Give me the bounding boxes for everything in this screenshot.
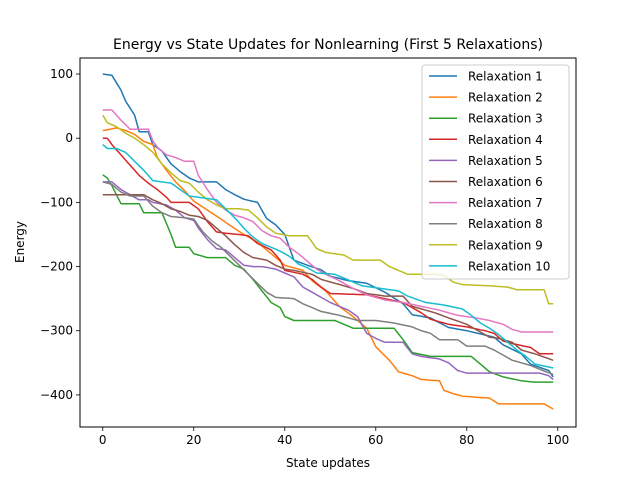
x-tick-label: 60	[368, 433, 383, 447]
legend-label: Relaxation 3	[468, 112, 543, 126]
y-tick-label: −100	[40, 195, 73, 209]
y-tick-label: −300	[40, 324, 73, 338]
legend-label: Relaxation 8	[468, 217, 543, 231]
legend: Relaxation 1 Relaxation 2 Relaxation 3 Rela…	[421, 64, 570, 280]
series-line-relaxation-4	[102, 137, 554, 355]
y-tick-label: −400	[40, 388, 73, 402]
legend-label: Relaxation 2	[468, 91, 543, 105]
series-line-relaxation-8	[102, 181, 554, 376]
y-tick-label: 100	[50, 67, 73, 81]
series-line-relaxation-9	[102, 114, 554, 305]
series-line-relaxation-10	[102, 144, 554, 369]
x-tick-label: 0	[99, 433, 107, 447]
plot-frame	[79, 57, 577, 428]
x-axis-ticks: 0 20 40 60 80 100	[99, 427, 569, 447]
legend-frame	[421, 64, 570, 280]
plot-lines	[102, 73, 554, 410]
y-axis-label: Energy	[13, 221, 27, 263]
legend-label: Relaxation 7	[468, 196, 543, 210]
legend-label: Relaxation 1	[468, 70, 543, 84]
x-tick-label: 100	[546, 433, 569, 447]
x-axis-label: State updates	[286, 456, 370, 470]
series-line-relaxation-3	[102, 174, 554, 383]
legend-label: Relaxation 10	[468, 259, 550, 273]
series-line-relaxation-7	[102, 109, 554, 333]
series-line-relaxation-5	[102, 181, 554, 381]
x-tick-label: 80	[459, 433, 474, 447]
legend-label: Relaxation 4	[468, 133, 543, 147]
series-line-relaxation-2	[102, 127, 554, 410]
series-line-relaxation-6	[102, 193, 554, 362]
chart-title: Energy vs State Updates for Nonlearning …	[113, 37, 543, 53]
x-tick-label: 40	[277, 433, 292, 447]
legend-label: Relaxation 5	[468, 154, 543, 168]
y-tick-label: −200	[40, 260, 73, 274]
legend-label: Relaxation 9	[468, 238, 543, 252]
legend-label: Relaxation 6	[468, 175, 543, 189]
y-tick-label: 0	[65, 131, 73, 145]
y-axis-ticks: −400 −300 −200 −100 0 100	[40, 67, 80, 402]
x-tick-label: 20	[186, 433, 201, 447]
